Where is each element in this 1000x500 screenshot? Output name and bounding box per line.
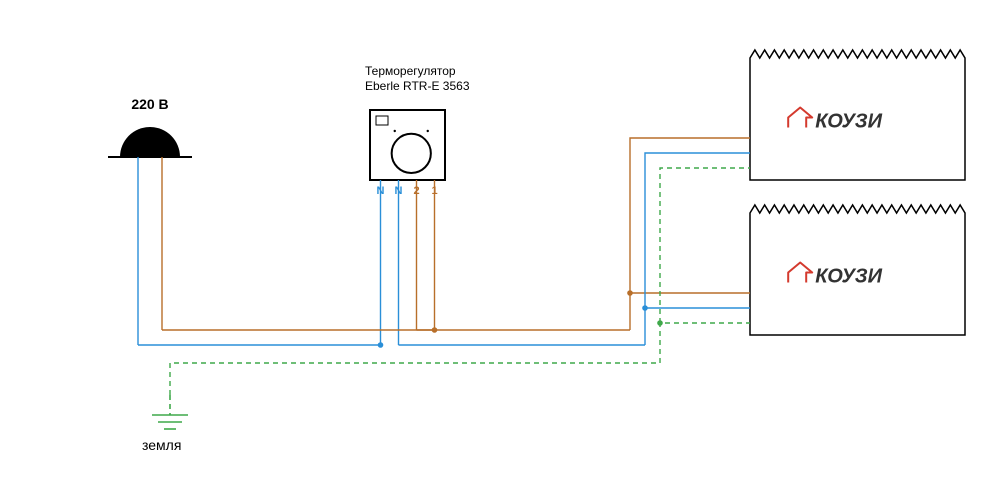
ground-symbol: земля	[142, 395, 188, 453]
heater-unit-1: КОУЗИ	[750, 50, 965, 180]
power-source: 220 В	[108, 96, 192, 157]
thermostat-title-1: Терморегулятор	[365, 64, 456, 78]
brand-label: КОУЗИ	[815, 111, 882, 133]
ground-label: земля	[142, 437, 181, 453]
brand-label: КОУЗИ	[815, 266, 882, 288]
heater-unit-2: КОУЗИ	[750, 205, 965, 335]
thermostat: Терморегулятор Eberle RTR-E 3563 N N 2 1	[365, 64, 470, 197]
thermostat-title-2: Eberle RTR-E 3563	[365, 79, 470, 93]
voltage-label: 220 В	[131, 96, 168, 112]
